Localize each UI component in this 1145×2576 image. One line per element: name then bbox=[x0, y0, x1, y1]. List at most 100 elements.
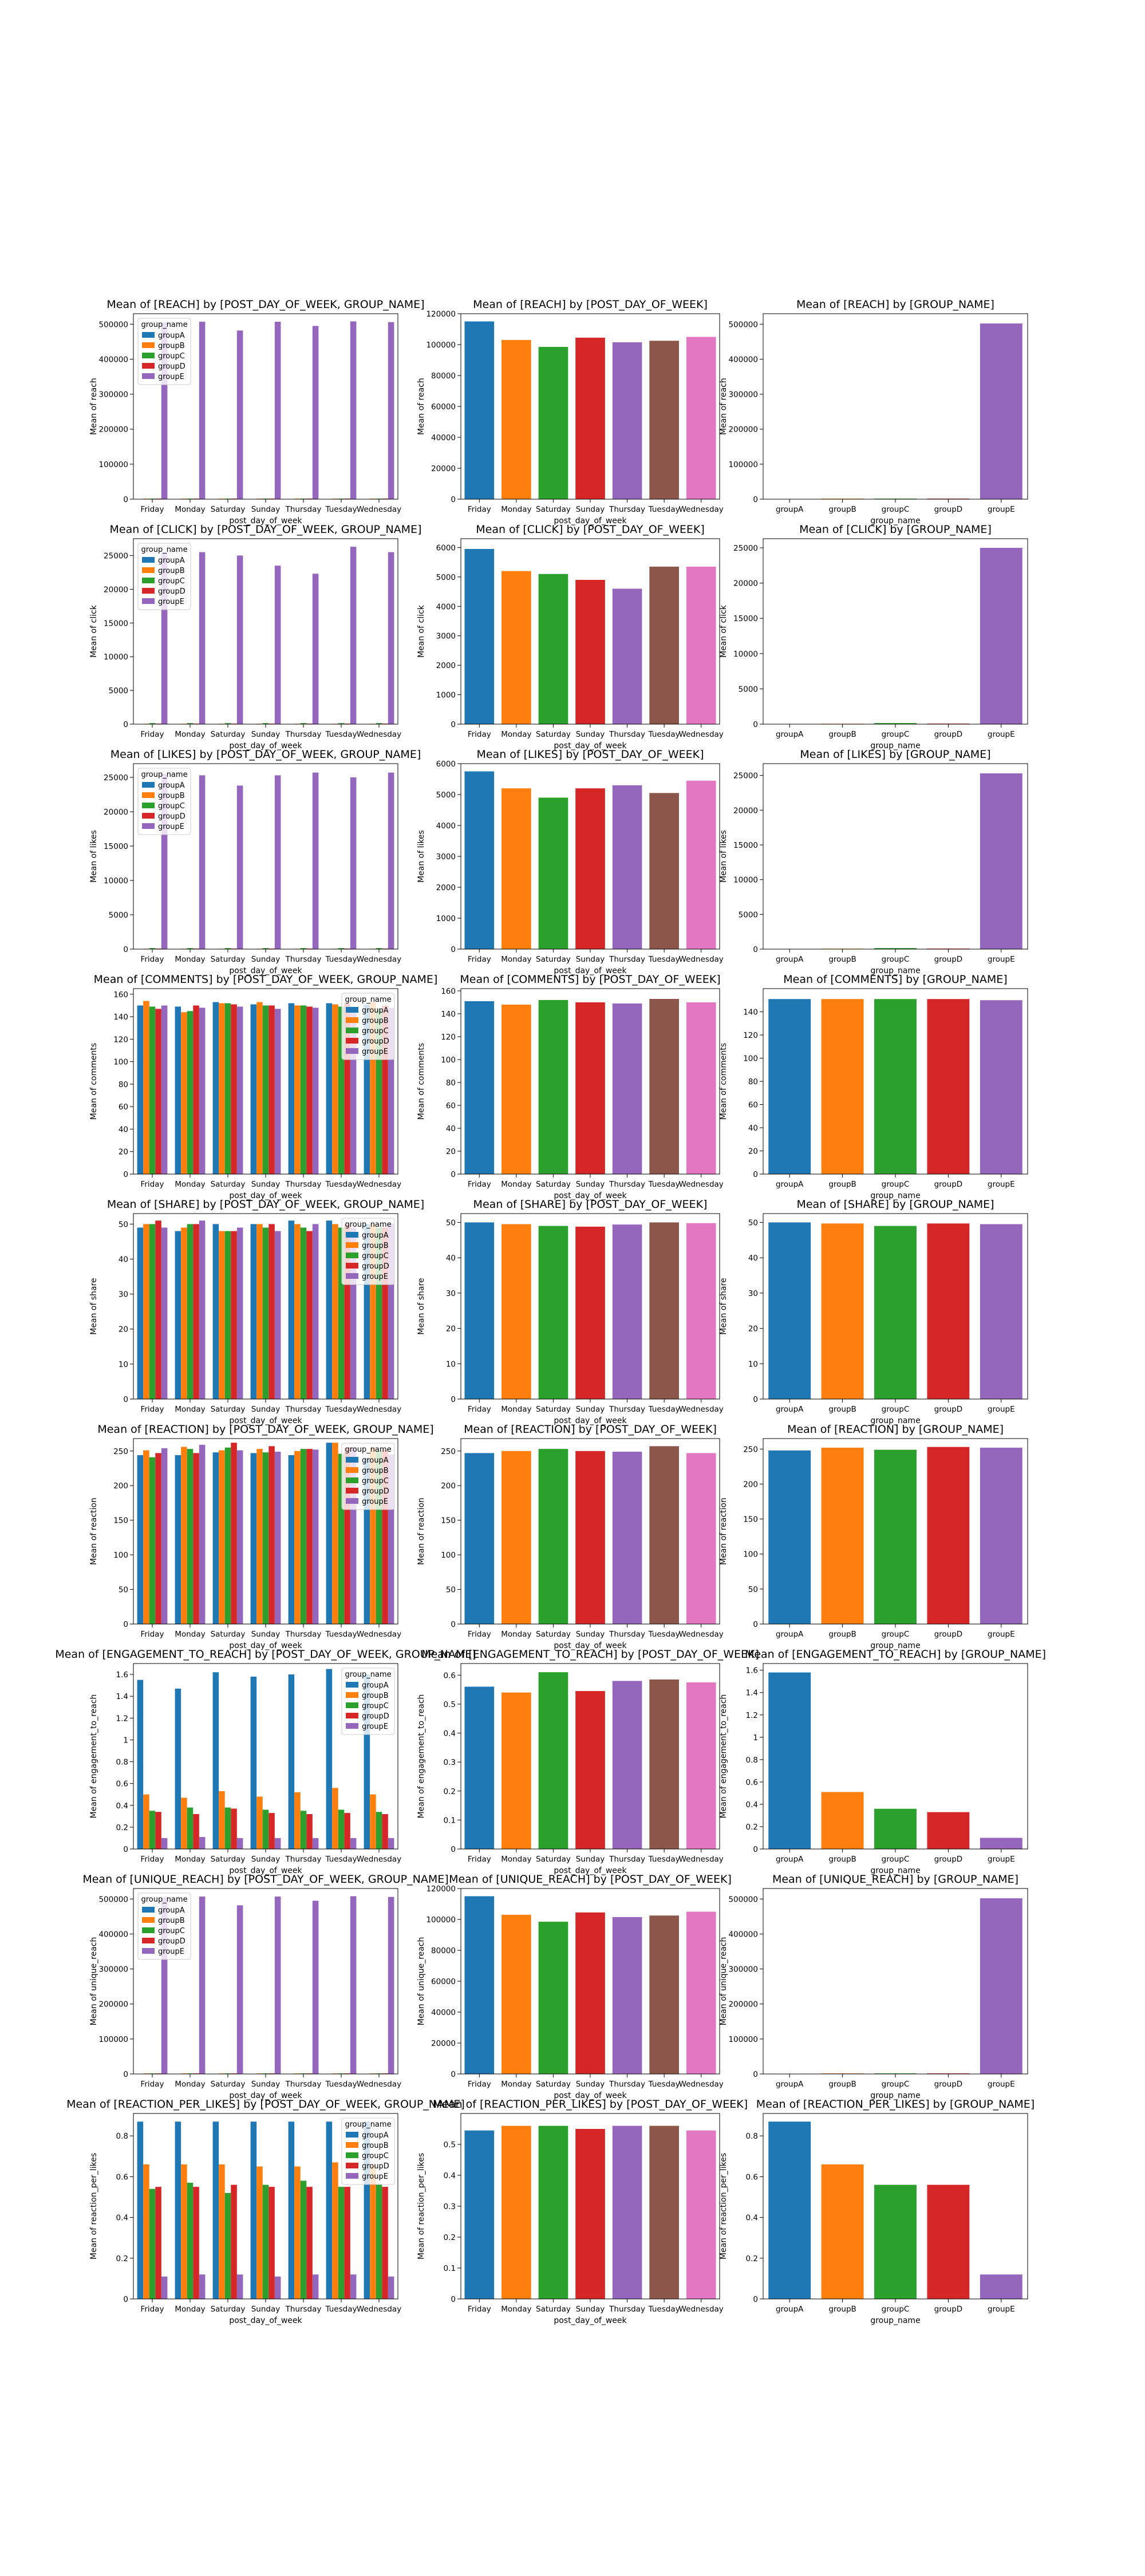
x-tick-label: groupC bbox=[882, 1630, 910, 1639]
legend-swatch-groupC bbox=[346, 1028, 358, 1033]
bar-groupA-thursday bbox=[288, 1220, 295, 1399]
bar-groupE-wednesday bbox=[388, 1008, 394, 1174]
plot-frame bbox=[460, 1888, 720, 2075]
x-axis-label: post_day_of_week bbox=[229, 741, 302, 750]
x-tick-label: Friday bbox=[468, 1855, 491, 1864]
plot-frame bbox=[460, 1663, 720, 1850]
bar-groupB-wednesday bbox=[370, 1224, 376, 1399]
bar-groupe bbox=[980, 1224, 1022, 1399]
y-tick-label: 300000 bbox=[98, 1965, 128, 1974]
y-axis-label: Mean of unique_reach bbox=[417, 1937, 426, 2026]
x-axis-label: post_day_of_week bbox=[229, 1866, 302, 1875]
bar-groupd bbox=[927, 1447, 970, 1624]
bar-wednesday bbox=[686, 1682, 716, 1849]
bar-saturday bbox=[538, 1226, 568, 1399]
bar-groupB-thursday bbox=[294, 1224, 301, 1399]
bar-groupC-tuesday bbox=[338, 1809, 345, 1849]
bar-groupE-saturday bbox=[236, 1905, 243, 2074]
bar-groupE-wednesday bbox=[388, 1224, 394, 1399]
y-tick-label: 300000 bbox=[728, 390, 758, 400]
bar-groupE-friday bbox=[161, 1448, 168, 1624]
y-tick-label: 15000 bbox=[733, 614, 758, 623]
y-tick-label: 25000 bbox=[104, 551, 128, 560]
bar-groupd bbox=[927, 1223, 970, 1399]
y-tick-label: 0 bbox=[451, 2070, 456, 2079]
y-tick-label: 4000 bbox=[436, 602, 456, 611]
y-tick-label: 120 bbox=[441, 1033, 456, 1042]
bar-monday bbox=[502, 1224, 531, 1399]
bar-groupD-monday bbox=[193, 2187, 199, 2299]
y-tick-label: 100000 bbox=[98, 460, 128, 469]
y-axis-label: Mean of reaction bbox=[89, 1498, 98, 1565]
legend-label-groupC: groupC bbox=[158, 577, 185, 586]
y-axis-label: Mean of comments bbox=[417, 1043, 426, 1120]
x-tick-label: groupA bbox=[776, 505, 804, 514]
plot-frame bbox=[133, 1213, 398, 1400]
x-axis-label: post_day_of_week bbox=[229, 1641, 302, 1650]
bar-groupE-saturday bbox=[236, 1450, 243, 1624]
x-tick-label: groupD bbox=[934, 730, 963, 739]
bar-groupC-sunday bbox=[262, 1005, 269, 1174]
y-tick-label: 40 bbox=[119, 1255, 128, 1264]
y-tick-label: 6000 bbox=[436, 543, 456, 552]
legend-label-groupA: groupA bbox=[158, 781, 185, 790]
chart-panel-share-by-group: Mean of [SHARE] by [GROUP_NAME] 0 10 20 30 40… bbox=[719, 1198, 1028, 1425]
bar-groupd bbox=[927, 2073, 970, 2074]
y-tick-label: 0.8 bbox=[116, 2132, 128, 2141]
y-tick-label: 400000 bbox=[98, 355, 128, 364]
y-tick-label: 160 bbox=[113, 990, 128, 999]
x-tick-label: Thursday bbox=[285, 1630, 322, 1639]
plot-frame bbox=[763, 313, 1028, 500]
bar-groupA-saturday bbox=[212, 1002, 219, 1174]
bar-groupC-monday bbox=[187, 2183, 194, 2299]
y-tick-label: 0.3 bbox=[444, 1758, 456, 1767]
x-tick-label: groupD bbox=[934, 955, 963, 964]
bar-groupC-friday bbox=[149, 1811, 156, 1849]
bar-thursday bbox=[612, 342, 642, 499]
y-tick-label: 20 bbox=[446, 1147, 456, 1156]
bar-groupE-sunday bbox=[274, 1838, 281, 1849]
y-tick-label: 100000 bbox=[426, 1915, 456, 1925]
bar-groupE-sunday bbox=[274, 1231, 281, 1399]
bar-groupC-saturday bbox=[224, 2192, 231, 2299]
y-tick-label: 20 bbox=[748, 1147, 758, 1156]
y-tick-label: 0.2 bbox=[444, 2233, 456, 2242]
bar-groupE-wednesday bbox=[388, 1454, 394, 1624]
y-tick-label: 150 bbox=[441, 1516, 456, 1526]
legend-swatch-groupA bbox=[346, 1682, 358, 1688]
bar-thursday bbox=[612, 1451, 642, 1624]
x-tick-label: Saturday bbox=[536, 505, 571, 514]
y-tick-label: 50 bbox=[748, 1585, 758, 1594]
bar-tuesday bbox=[649, 2125, 679, 2299]
bar-groupB-friday bbox=[143, 1224, 149, 1399]
bar-groupE-thursday bbox=[312, 1008, 319, 1174]
legend-swatch-groupA bbox=[142, 782, 155, 788]
bar-groupB-tuesday bbox=[332, 1443, 338, 1624]
bar-groupC-tuesday bbox=[338, 2187, 345, 2299]
legend-swatch-groupB bbox=[142, 792, 155, 798]
chart-panel-likes-by-day: Mean of [LIKES] by [POST_DAY_OF_WEEK] 0 10… bbox=[417, 748, 724, 975]
chart-panel-click-by-day: Mean of [CLICK] by [POST_DAY_OF_WEEK] 0 10… bbox=[417, 523, 724, 750]
x-tick-label: Thursday bbox=[285, 2305, 322, 2314]
chart-title: Mean of [CLICK] by [POST_DAY_OF_WEEK] bbox=[476, 523, 705, 536]
y-tick-label: 50 bbox=[748, 1218, 758, 1227]
x-tick-label: Sunday bbox=[576, 2080, 605, 2089]
bar-groupC-friday bbox=[149, 1006, 156, 1174]
x-tick-label: Wednesday bbox=[679, 2305, 724, 2314]
x-tick-label: groupB bbox=[828, 505, 856, 514]
legend-swatch-groupB bbox=[346, 1017, 358, 1023]
plot-frame bbox=[460, 763, 720, 950]
bar-groupC-sunday bbox=[262, 2184, 269, 2299]
x-axis-label: post_day_of_week bbox=[229, 1191, 302, 1200]
legend-title: group_name bbox=[141, 1895, 187, 1904]
bar-thursday bbox=[612, 2125, 642, 2299]
x-axis-label: group_name bbox=[870, 516, 920, 526]
bar-groupB-monday bbox=[181, 2164, 187, 2299]
x-axis-label: post_day_of_week bbox=[554, 2316, 627, 2325]
x-axis-label: post_day_of_week bbox=[554, 966, 627, 975]
bar-groupA-tuesday bbox=[326, 1443, 333, 1624]
x-tick-label: groupE bbox=[988, 1405, 1015, 1414]
x-tick-label: groupD bbox=[934, 1405, 963, 1414]
y-tick-label: 1.6 bbox=[116, 1670, 128, 1680]
chart-panel-engagement_to_reach-by-day: Mean of [ENGAGEMENT_TO_REACH] by [POST_D… bbox=[417, 1648, 759, 1875]
